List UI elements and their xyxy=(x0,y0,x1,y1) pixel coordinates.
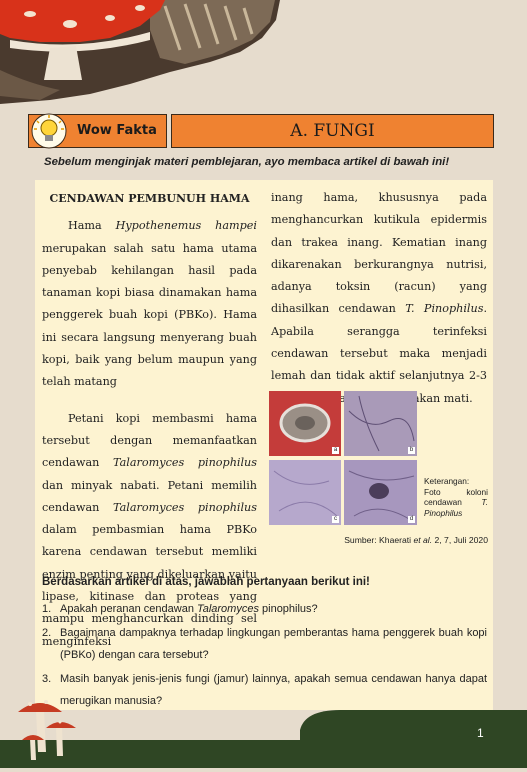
question-item: 3. Masih banyak jenis-jenis fungi (jamur)… xyxy=(42,673,487,707)
questions-list: 1. Apakah peranan cendawan Talaromyces pi… xyxy=(42,598,487,714)
intro-text: Sebelum menginjak materi pemblejaran, ay… xyxy=(44,156,450,168)
photo-label-a: a xyxy=(332,447,339,454)
wow-fakta-badge: Wow Fakta xyxy=(28,113,167,149)
photo-label-d: d xyxy=(408,516,415,523)
footer-illustration xyxy=(0,690,527,768)
article-paragraph-1: Hama Hypothenemus hampei merupakan salah… xyxy=(42,219,257,389)
question-item: 2. Bagaimana dampaknya terhadap lingkunga… xyxy=(42,627,487,661)
badge-label: Wow Fakta xyxy=(77,123,157,138)
article-source: Sumber: Khaerati et al. 2, 7, Juli 2020 xyxy=(344,535,488,545)
section-title: A. FUNGI xyxy=(171,114,494,148)
photo-label-c: c xyxy=(332,516,339,523)
article-paragraph-2: Petani kopi membasmi hama tersebut denga… xyxy=(42,411,258,648)
photo-label-b: b xyxy=(408,447,415,454)
lightbulb-icon xyxy=(31,113,67,149)
photo-caption: Keterangan: Foto koloni cendawan T. Pino… xyxy=(424,476,488,518)
header-illustration xyxy=(0,0,527,110)
article-left-column: CENDAWAN PEMBUNUH HAMA Hama Hypothenemus… xyxy=(42,188,257,653)
page-number: 1 xyxy=(477,726,484,740)
question-item: 1. Apakah peranan cendawan Talaromyces pi… xyxy=(42,603,318,615)
article-heading: CENDAWAN PEMBUNUH HAMA xyxy=(49,192,250,205)
article-right-column: inang hama, khususnya pada menghancurkan… xyxy=(271,187,487,410)
questions-heading: Berdasarkan artikel di atas, jawablah pe… xyxy=(42,576,370,588)
fungus-colony-photos: a b c d xyxy=(269,391,417,525)
article-paragraph-3: inang hama, khususnya pada menghancurkan… xyxy=(271,191,488,405)
article-card: CENDAWAN PEMBUNUH HAMA Hama Hypothenemus… xyxy=(35,180,493,710)
